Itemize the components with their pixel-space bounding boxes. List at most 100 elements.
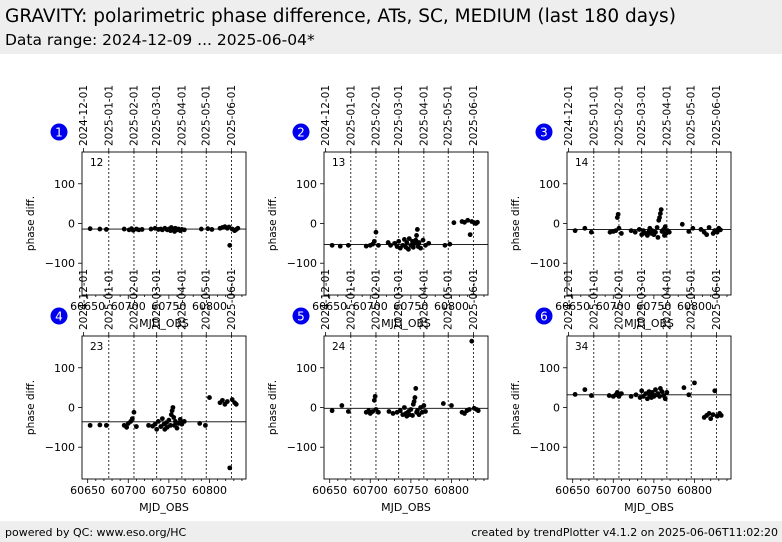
data-point xyxy=(386,409,392,414)
baseline-label: 23 xyxy=(90,341,103,353)
x-tick-label: 60650 xyxy=(312,484,347,497)
data-point xyxy=(139,227,145,232)
x-tick-label: 60700 xyxy=(111,484,146,497)
data-point xyxy=(103,422,109,428)
date-tick-label: 2025-03-01 xyxy=(393,85,405,146)
data-point xyxy=(404,240,410,245)
x-tick-label: 60700 xyxy=(353,300,388,313)
x-tick-label: 60800 xyxy=(434,300,469,313)
plot-frame xyxy=(81,335,247,480)
data-point xyxy=(87,226,93,232)
data-point xyxy=(155,419,161,424)
data-point xyxy=(170,405,176,410)
date-tick-label: 2025-06-01 xyxy=(468,269,480,330)
data-point xyxy=(97,226,103,232)
data-point xyxy=(227,465,233,471)
data-point xyxy=(657,393,662,399)
data-point xyxy=(710,412,716,418)
date-tick-label: 2025-02-01 xyxy=(613,269,625,330)
data-point xyxy=(449,403,454,408)
y-tick-label: −100 xyxy=(530,257,560,270)
x-tick-label: 60650 xyxy=(312,300,347,313)
data-point xyxy=(704,232,710,238)
date-tick-label: 2024-12-01 xyxy=(320,85,332,146)
date-tick-label: 2025-04-01 xyxy=(418,85,430,146)
data-point xyxy=(686,392,692,398)
data-point xyxy=(205,226,211,232)
data-point xyxy=(121,226,127,232)
data-point xyxy=(662,224,668,230)
date-tick-label: 2025-04-01 xyxy=(661,269,673,330)
header-bar: GRAVITY: polarimetric phase difference, … xyxy=(0,0,782,54)
y-tick-label: −100 xyxy=(45,257,75,270)
data-point xyxy=(588,229,594,235)
panel-number: 3 xyxy=(540,126,548,140)
data-point xyxy=(628,393,634,399)
data-point xyxy=(572,228,578,234)
data-point xyxy=(401,405,407,410)
date-tick-label: 2025-04-01 xyxy=(661,85,673,146)
data-point xyxy=(408,407,414,412)
footer-bar: powered by QC: www.eso.org/HC created by… xyxy=(0,521,782,542)
date-tick-label: 2025-05-01 xyxy=(443,269,455,330)
date-tick-label: 2024-12-01 xyxy=(78,85,90,146)
x-tick-label: 60650 xyxy=(555,300,590,313)
y-tick-label: −100 xyxy=(287,441,317,454)
data-point xyxy=(410,413,415,418)
data-point xyxy=(628,228,634,234)
plot-frame xyxy=(566,151,732,296)
y-axis-label: phase diff. xyxy=(25,380,37,435)
data-point xyxy=(371,397,377,403)
x-tick-label: 60650 xyxy=(70,484,105,497)
y-tick-label: −100 xyxy=(530,441,560,454)
data-point xyxy=(420,237,426,243)
date-tick-label: 2025-06-01 xyxy=(711,269,723,330)
data-point xyxy=(171,415,177,420)
footer-generator: created by trendPlotter v4.1.2 on 2025-0… xyxy=(471,526,778,539)
date-tick-label: 2025-03-01 xyxy=(393,269,405,330)
y-tick-label: 100 xyxy=(54,178,75,191)
x-tick-label: 60800 xyxy=(192,484,227,497)
data-point xyxy=(659,389,665,395)
data-point xyxy=(423,409,428,414)
data-point xyxy=(426,240,432,246)
data-point xyxy=(615,211,621,217)
data-point xyxy=(653,387,658,393)
date-tick-label: 2025-01-01 xyxy=(588,269,600,330)
date-tick-label: 2025-01-01 xyxy=(103,269,115,330)
data-point xyxy=(662,396,668,402)
data-point xyxy=(616,225,622,231)
data-point xyxy=(375,409,381,415)
data-point xyxy=(451,220,457,226)
data-point xyxy=(207,395,212,400)
panel-number: 1 xyxy=(55,126,63,140)
date-tick-label: 2025-02-01 xyxy=(128,269,140,330)
y-tick-label: 0 xyxy=(310,218,317,231)
data-point xyxy=(220,397,225,403)
data-point xyxy=(698,227,704,232)
baseline-label: 14 xyxy=(575,157,589,169)
y-tick-label: −100 xyxy=(45,441,75,454)
data-point xyxy=(103,227,109,232)
panel-number: 2 xyxy=(297,126,305,140)
data-point xyxy=(718,227,723,233)
data-point xyxy=(712,388,718,394)
data-point xyxy=(152,421,158,427)
baseline-label: 12 xyxy=(90,157,103,169)
panel-badge xyxy=(292,307,310,325)
data-point xyxy=(227,242,233,248)
data-point xyxy=(466,407,472,412)
date-tick-label: 2025-04-01 xyxy=(176,85,188,146)
date-tick-label: 2025-01-01 xyxy=(103,85,115,146)
data-point xyxy=(406,236,412,241)
plot-frame xyxy=(81,151,247,296)
data-point xyxy=(414,408,420,414)
data-point xyxy=(181,419,187,424)
y-tick-label: 100 xyxy=(539,362,560,375)
date-tick-label: 2025-06-01 xyxy=(226,85,238,146)
x-axis-label: MJD_OBS xyxy=(381,317,431,330)
x-tick-label: 60750 xyxy=(393,484,428,497)
data-point xyxy=(475,408,481,414)
data-point xyxy=(664,390,670,395)
panel-badge xyxy=(292,123,310,141)
